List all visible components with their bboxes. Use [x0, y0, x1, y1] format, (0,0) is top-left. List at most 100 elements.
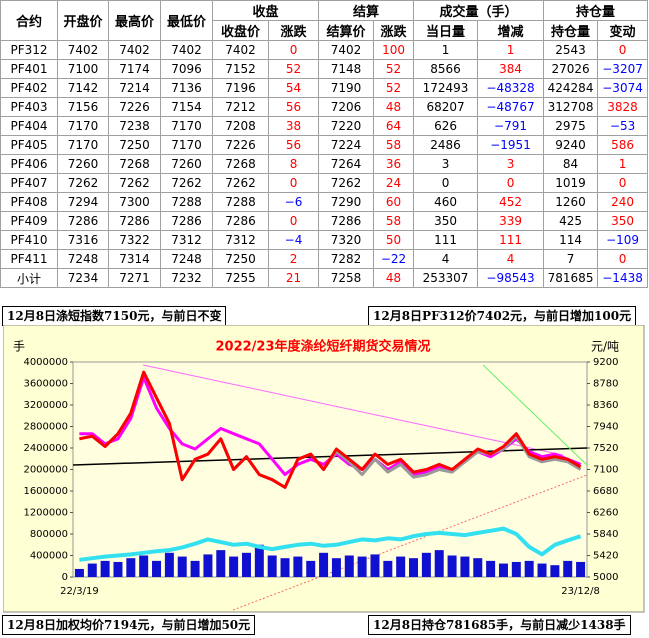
table-cell: 2975 [543, 116, 599, 136]
table-cell: 7262 [212, 173, 269, 193]
y-tick-label: 1200000 [23, 508, 68, 519]
volume-bar [100, 560, 110, 577]
volume-bar [486, 560, 496, 577]
volume-bar [113, 561, 123, 577]
column-header: 增减 [477, 20, 545, 41]
table-cell: 7226 [108, 97, 161, 117]
table-cell: 586 [597, 135, 649, 155]
table-cell: 7300 [108, 192, 161, 212]
table-row: PF409 7286 7286 7286 7286 0 7286 58 350 339 425 350 [0, 211, 649, 231]
table-cell: PF312 [0, 40, 58, 60]
table-cell: −1951 [477, 135, 545, 155]
table-cell: 52 [373, 78, 415, 98]
table-cell: 7268 [212, 154, 269, 174]
volume-bar [293, 556, 303, 577]
table-cell: 54 [267, 78, 320, 98]
table-cell: 111 [477, 230, 545, 250]
table-cell: PF403 [0, 97, 58, 117]
table-cell: 7268 [108, 154, 161, 174]
table-cell: 7250 [212, 249, 269, 269]
table-cell: 452 [477, 192, 545, 212]
plot-area [72, 361, 588, 578]
column-header: 开盘价 [57, 0, 109, 41]
volume-bar [421, 552, 431, 577]
table-cell: 1 [413, 40, 479, 60]
table-row: PF312 7402 7402 7402 7402 0 7402 100 1 1 2543 0 [0, 40, 649, 60]
table-row: PF407 7262 7262 7262 7262 0 7262 24 0 0 1019 0 [0, 173, 649, 193]
table-cell: −48328 [477, 78, 545, 98]
x-tick-label: 23/12/8 [561, 586, 600, 597]
volume-bar [576, 561, 586, 577]
table-cell: 1260 [543, 192, 599, 212]
table-cell: 7250 [108, 135, 161, 155]
table-cell: 52 [267, 59, 320, 79]
table-cell: 58 [373, 135, 415, 155]
table-cell: PF404 [0, 116, 58, 136]
table-cell: PF408 [0, 192, 58, 212]
column-header: 最高价 [108, 0, 161, 41]
column-header: 结算价 [318, 20, 375, 41]
table-cell: 1 [477, 40, 545, 60]
table-cell: PF407 [0, 173, 58, 193]
table-cell: 1 [597, 154, 649, 174]
volume-bar [383, 560, 393, 577]
table-cell: 3 [413, 154, 479, 174]
volume-bar [74, 568, 84, 577]
table-cell: 64 [373, 116, 415, 136]
table-cell: 7154 [160, 97, 213, 117]
table-cell: PF411 [0, 249, 58, 269]
table-cell: 7322 [108, 230, 161, 250]
table-cell: 7248 [160, 249, 213, 269]
volume-bar [319, 552, 329, 577]
table-cell: 7220 [318, 116, 375, 136]
volume-bar [126, 558, 136, 577]
table-cell: 7402 [160, 40, 213, 60]
table-cell: 339 [477, 211, 545, 231]
volume-bar [203, 554, 213, 577]
y2-tick-label: 7100 [593, 465, 618, 476]
group-header: 成交量（手） [413, 0, 545, 21]
header-row: 合约 开盘价 最高价 最低价 收盘 结算 成交量（手） 持仓量 [0, 0, 649, 41]
y-tick-label: 4000000 [23, 357, 68, 368]
y-tick-label: 3200000 [23, 400, 68, 411]
table-cell: 312708 [543, 97, 599, 117]
y-tick-label: 2000000 [23, 465, 68, 476]
y2-tick-label: 7520 [593, 443, 618, 454]
y2-tick-label: 9200 [593, 357, 618, 368]
table-cell: 7208 [212, 116, 269, 136]
table-cell: 60 [373, 192, 415, 212]
table-cell: 3828 [597, 97, 649, 117]
table-cell: 7232 [160, 268, 213, 288]
volume-bar [280, 558, 290, 577]
table-cell: −48767 [477, 97, 545, 117]
table-cell: 7214 [108, 78, 161, 98]
table-cell: 7136 [160, 78, 213, 98]
column-header: 收盘价 [212, 20, 269, 41]
table-cell: 48 [373, 268, 415, 288]
table-cell: 7226 [212, 135, 269, 155]
volume-bar [190, 560, 200, 577]
table-cell: 7288 [160, 192, 213, 212]
table-cell: −109 [597, 230, 649, 250]
table-cell: 7170 [160, 116, 213, 136]
table-cell: 7170 [160, 135, 213, 155]
table-cell: −3207 [597, 59, 649, 79]
table-cell: 7402 [57, 40, 109, 60]
volume-bar [139, 555, 149, 577]
table-cell: −98543 [477, 268, 545, 288]
table-cell: PF401 [0, 59, 58, 79]
table-cell: 7262 [160, 173, 213, 193]
table-cell: 7170 [57, 116, 109, 136]
table-cell: 0 [597, 249, 649, 269]
table-cell: 7174 [108, 59, 161, 79]
table-cell: 7312 [212, 230, 269, 250]
table-row: PF408 7294 7300 7288 7288 −6 7290 60 460 452 1260 2… [0, 192, 649, 212]
group-header: 持仓量 [543, 0, 649, 21]
table-cell: 7286 [108, 211, 161, 231]
table-cell: 7402 [318, 40, 375, 60]
table-cell: 4 [477, 249, 545, 269]
table-cell: 7260 [57, 154, 109, 174]
series-line [79, 370, 582, 489]
volume-bar [87, 563, 97, 577]
volume-bar [460, 556, 470, 577]
